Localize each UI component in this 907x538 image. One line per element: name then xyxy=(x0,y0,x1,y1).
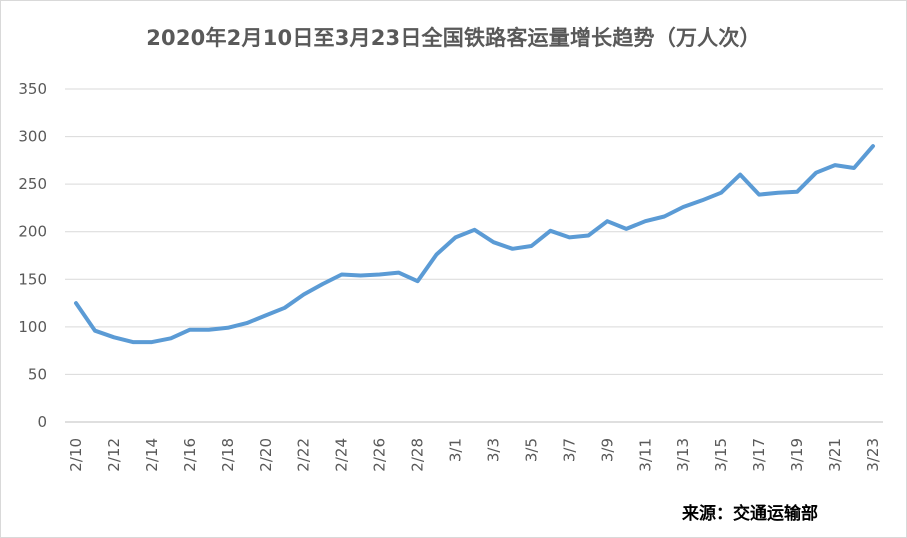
x-tick-label: 3/11 xyxy=(636,438,654,472)
x-tick-label: 3/9 xyxy=(598,438,616,462)
x-tick-label: 2/28 xyxy=(409,438,427,472)
y-tick-label: 150 xyxy=(18,270,47,288)
y-axis-ticks: 0 50 100 150 200 250 300 350 xyxy=(18,80,47,431)
x-tick-label: 3/1 xyxy=(447,438,465,462)
x-axis-ticks: 2/10 2/12 2/14 2/16 2/18 2/20 2/22 2/24 2/26 2/28… xyxy=(67,438,882,472)
x-tick-label: 3/23 xyxy=(864,438,882,472)
x-tick-label: 3/17 xyxy=(750,438,768,472)
y-tick-label: 250 xyxy=(18,175,47,193)
x-tick-label: 2/10 xyxy=(67,438,85,472)
x-tick-label: 2/24 xyxy=(333,438,351,472)
y-tick-label: 200 xyxy=(18,223,47,241)
x-tick-label: 2/22 xyxy=(295,438,313,472)
x-tick-label: 2/12 xyxy=(105,438,123,472)
x-tick-label: 2/14 xyxy=(143,438,161,472)
y-tick-label: 50 xyxy=(28,365,47,383)
x-tick-label: 3/5 xyxy=(522,438,540,462)
x-tick-label: 3/21 xyxy=(826,438,844,472)
x-tick-label: 3/13 xyxy=(674,438,692,472)
x-tick-label: 2/18 xyxy=(219,438,237,472)
x-tick-label: 3/3 xyxy=(484,438,502,462)
x-tick-label: 3/7 xyxy=(560,438,578,462)
x-tick-label: 2/16 xyxy=(181,438,199,472)
chart-title: 2020年2月10日至3月23日全国铁路客运量增长趋势（万人次） xyxy=(146,26,761,50)
source-note: 来源：交通运输部 xyxy=(682,504,818,524)
x-tick-label: 2/26 xyxy=(371,438,389,472)
y-tick-label: 300 xyxy=(18,128,47,146)
x-tick-label: 3/15 xyxy=(712,438,730,472)
series-layer xyxy=(74,144,875,345)
y-tick-label: 350 xyxy=(18,80,47,98)
gridlines xyxy=(65,88,883,375)
x-tick-label: 2/20 xyxy=(257,438,275,472)
y-tick-label: 0 xyxy=(37,413,47,431)
y-tick-label: 100 xyxy=(18,318,47,336)
x-tick-label: 3/19 xyxy=(788,438,806,472)
series-line-0 xyxy=(74,144,875,345)
